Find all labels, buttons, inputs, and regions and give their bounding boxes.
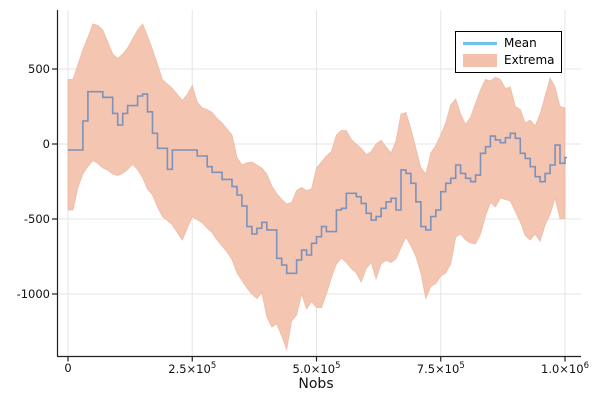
legend-item-mean: Mean	[456, 35, 561, 52]
legend: Mean Extrema	[455, 31, 562, 73]
extrema-band-swatch	[463, 54, 497, 67]
x-tick-label: 0	[64, 361, 72, 375]
x-axis-label: Nobs	[298, 376, 334, 392]
extrema-band	[67, 23, 566, 352]
legend-label-extrema: Extrema	[504, 53, 555, 67]
legend-label-mean: Mean	[504, 36, 537, 50]
legend-item-extrema: Extrema	[456, 52, 561, 69]
y-tick-label: 500	[28, 62, 50, 76]
mean-line	[68, 90, 567, 275]
y-tick-label: 0	[42, 137, 50, 151]
x-tick-label: 5.0×105	[292, 361, 341, 376]
y-tick-label: -1000	[16, 287, 50, 301]
x-tick-label: 1.0×106	[541, 361, 589, 376]
mean-line-swatch	[463, 42, 497, 45]
y-tick-label: -500	[23, 212, 50, 226]
x-tick-label: 2.5×105	[168, 361, 217, 376]
x-tick-label: 7.5×105	[416, 361, 465, 376]
